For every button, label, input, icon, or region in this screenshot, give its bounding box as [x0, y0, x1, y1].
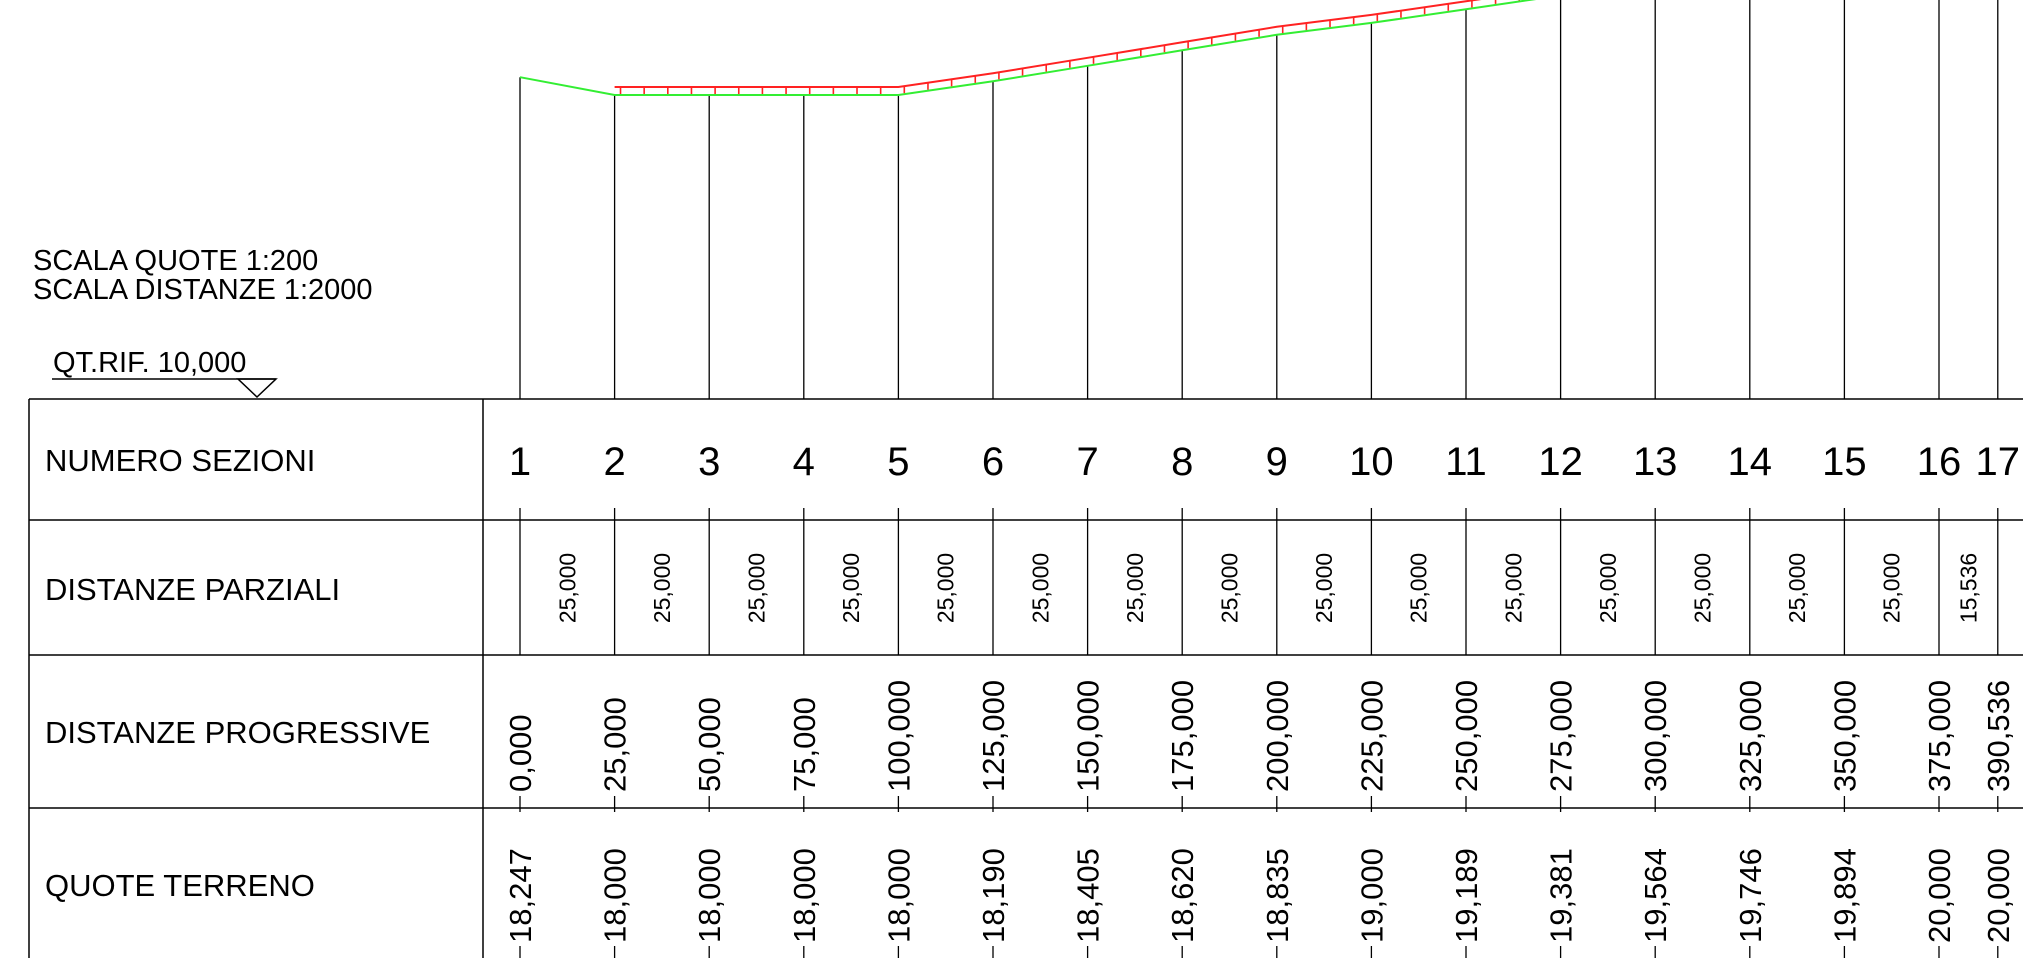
ground-elevation-6: 18,190: [976, 848, 1011, 943]
ground-elevation-7: 18,405: [1071, 848, 1106, 943]
section-number-5: 5: [887, 440, 909, 484]
progressive-distance-4: 75,000: [787, 697, 822, 792]
ground-elevation-12: 19,381: [1544, 848, 1579, 943]
progressive-distance-12: 275,000: [1544, 680, 1579, 792]
partial-distance-16: 15,536: [1955, 553, 1981, 623]
progressive-distance-5: 100,000: [881, 680, 916, 792]
section-number-17: 17: [1976, 440, 2021, 484]
progressive-distance-6: 125,000: [976, 680, 1011, 792]
ground-elevation-11: 19,189: [1449, 848, 1484, 943]
progressive-distance-3: 50,000: [692, 697, 727, 792]
vertical-scale-label: SCALA QUOTE 1:200: [33, 245, 318, 277]
ground-elevation-2: 18,000: [598, 848, 633, 943]
partial-distance-12: 25,000: [1595, 553, 1621, 623]
section-number-9: 9: [1266, 440, 1288, 484]
section-number-11: 11: [1445, 440, 1487, 484]
ground-profile: [519, 0, 1537, 96]
ground-elevation-9: 18,835: [1260, 848, 1295, 943]
progressive-distance-11: 250,000: [1449, 680, 1484, 792]
horizontal-scale-label: SCALA DISTANZE 1:2000: [33, 274, 373, 306]
row-label-sections: NUMERO SEZIONI: [45, 443, 315, 478]
section-number-15: 15: [1822, 440, 1867, 484]
partial-distance-3: 25,000: [744, 553, 770, 623]
ground-elevation-13: 19,564: [1638, 848, 1673, 943]
partial-distance-11: 25,000: [1500, 553, 1526, 623]
ground-elevation-10: 19,000: [1354, 848, 1389, 943]
partial-distance-2: 25,000: [649, 553, 675, 623]
section-number-1: 1: [509, 440, 531, 484]
partial-distance-7: 25,000: [1122, 553, 1148, 623]
partial-distance-6: 25,000: [1027, 553, 1053, 623]
section-number-4: 4: [793, 440, 815, 484]
ground-elevation-4: 18,000: [787, 848, 822, 943]
partial-distance-1: 25,000: [554, 553, 580, 623]
partial-distance-8: 25,000: [1217, 553, 1243, 623]
ground-elevation-5: 18,000: [881, 848, 916, 943]
section-number-13: 13: [1633, 440, 1678, 484]
progressive-distance-labels: 0,000 25,000 50,000 75,000 100,000 125,000 150…: [503, 680, 2016, 792]
progressive-distance-13: 300,000: [1638, 680, 1673, 792]
progressive-distance-10: 225,000: [1354, 680, 1389, 792]
progressive-distance-15: 350,000: [1827, 680, 1862, 792]
progressive-distance-8: 175,000: [1165, 680, 1200, 792]
progressive-distance-14: 325,000: [1733, 680, 1768, 792]
progressive-distance-16: 375,000: [1922, 680, 1957, 792]
row-label-progressive-distances: DISTANZE PROGRESSIVE: [45, 715, 430, 750]
ground-profile-line: [519, 0, 1537, 96]
partial-distance-13: 25,000: [1690, 553, 1716, 623]
progressive-distance-7: 150,000: [1071, 680, 1106, 792]
partial-distance-4: 25,000: [838, 553, 864, 623]
row-label-ground-elevations: QUOTE TERRENO: [45, 868, 315, 903]
ground-elevation-15: 19,894: [1827, 848, 1862, 943]
section-number-3: 3: [698, 440, 720, 484]
partial-distance-labels: 25,000 25,000 25,000 25,000 25,000 25,000 25,0…: [554, 553, 1981, 623]
section-number-labels: 1 2 3 4 5 6 7 8 9 10 11 12 13 14 15 16 17: [509, 440, 2020, 484]
ground-elevation-1: 18,247: [503, 848, 538, 943]
section-number-6: 6: [982, 440, 1004, 484]
progressive-distance-1: 0,000: [503, 714, 538, 792]
section-number-10: 10: [1349, 440, 1394, 484]
ground-elevation-17: 20,000: [1981, 848, 2016, 943]
ground-elevation-16: 20,000: [1922, 848, 1957, 943]
partial-distance-14: 25,000: [1784, 553, 1810, 623]
partial-distance-9: 25,000: [1311, 553, 1337, 623]
section-number-12: 12: [1538, 440, 1583, 484]
section-number-8: 8: [1171, 440, 1193, 484]
partial-distance-10: 25,000: [1406, 553, 1432, 623]
project-profile-line: [614, 0, 1482, 88]
project-profile: [614, 0, 1521, 94]
progressive-distance-9: 200,000: [1260, 680, 1295, 792]
section-number-2: 2: [603, 440, 625, 484]
ground-elevation-labels: 18,247 18,000 18,000 18,000 18,000 18,190 18,4…: [503, 848, 2016, 943]
section-number-14: 14: [1728, 440, 1773, 484]
section-number-7: 7: [1076, 440, 1098, 484]
ground-elevation-14: 19,746: [1733, 848, 1768, 943]
partial-distance-5: 25,000: [933, 553, 959, 623]
ground-elevation-3: 18,000: [692, 848, 727, 943]
reference-triangle-icon: [236, 378, 278, 399]
ground-elevation-8: 18,620: [1165, 848, 1200, 943]
section-number-16: 16: [1917, 440, 1962, 484]
section-verticals: [519, 0, 1999, 399]
row-label-partial-distances: DISTANZE PARZIALI: [45, 572, 340, 607]
table-ticks: [519, 508, 1999, 958]
progressive-distance-2: 25,000: [598, 697, 633, 792]
profile-table: [28, 398, 2023, 958]
reference-elevation-label: QT.RIF. 10,000: [53, 347, 246, 379]
progressive-distance-17: 390,536: [1981, 680, 2016, 792]
partial-distance-15: 25,000: [1879, 553, 1905, 623]
